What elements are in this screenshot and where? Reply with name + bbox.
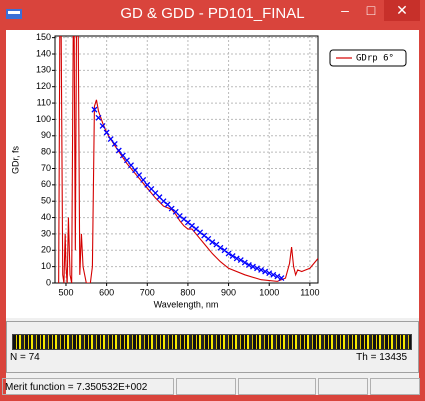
status-merit: Merit function = 7.350532E+002: [2, 378, 174, 395]
y-tick-label: 40: [41, 212, 51, 222]
layer-count: N = 74: [10, 352, 40, 363]
app-icon: [6, 9, 22, 19]
x-tick-label: 1000: [259, 287, 279, 297]
y-tick-label: 10: [41, 261, 51, 271]
target-point: [111, 141, 118, 147]
legend-box: [329, 49, 407, 67]
y-tick-label: 50: [41, 196, 51, 206]
target-point: [270, 271, 277, 278]
target-point: [128, 162, 134, 169]
target-point: [250, 263, 256, 270]
target-point: [140, 176, 147, 183]
y-tick-label: 110: [37, 97, 51, 107]
target-point: [103, 129, 110, 136]
x-tick-label: 600: [99, 287, 114, 297]
chart: GDr, fs Wavelength, nm 0 10 20 30 40 50 60 70 80…: [6, 30, 419, 318]
legend-label: GDrp 6°: [356, 54, 394, 64]
target-point: [233, 255, 240, 262]
data-line: [58, 36, 318, 283]
x-axis-label: Wavelength, nm: [154, 299, 219, 309]
target-point: [123, 157, 130, 164]
plot-area: [58, 36, 318, 283]
target-point: [266, 270, 273, 277]
target-point: [99, 123, 106, 129]
target-point: [262, 268, 269, 275]
target-point: [241, 259, 248, 266]
close-button[interactable]: ✕: [384, 0, 420, 21]
target-point: [136, 172, 143, 178]
target-point: [91, 106, 98, 113]
layer-strip: [12, 334, 412, 350]
y-tick-label: 90: [41, 130, 51, 140]
y-tick-label: 80: [41, 147, 51, 157]
status-cell: [370, 378, 420, 395]
x-tick-label: 500: [58, 287, 73, 297]
y-tick-label: 70: [41, 163, 51, 173]
target-point: [115, 147, 122, 154]
status-cell: [318, 378, 368, 395]
total-thickness: Th = 13435: [356, 352, 407, 363]
target-point: [107, 136, 114, 143]
target-point: [278, 275, 285, 282]
y-tick-label: 20: [41, 245, 51, 255]
target-point: [217, 244, 224, 251]
target-point: [132, 167, 139, 174]
target-point: [237, 257, 244, 264]
x-tick-label: 800: [180, 287, 195, 297]
maximize-button[interactable]: □: [366, 2, 376, 18]
y-tick-label: 130: [36, 65, 51, 75]
target-point: [254, 265, 260, 272]
target-point: [209, 239, 216, 246]
x-tick-label: 1100: [300, 287, 319, 297]
y-tick-label: 0: [46, 277, 51, 287]
y-tick-label: 60: [41, 179, 51, 189]
y-tick-label: 140: [36, 48, 51, 58]
y-tick-label: 150: [36, 32, 51, 42]
target-point: [119, 152, 126, 159]
minimize-button[interactable]: –: [341, 2, 349, 18]
title-bar: GD & GDD - PD101_FINAL: [0, 0, 425, 30]
target-point: [225, 250, 232, 257]
y-axis-label: GDr, fs: [10, 146, 20, 175]
y-tick-label: 100: [36, 114, 51, 124]
y-tick-label: 120: [36, 81, 51, 91]
target-point: [245, 262, 252, 268]
status-cell: [176, 378, 236, 395]
y-tick-label: 30: [41, 228, 51, 238]
target-point: [95, 114, 102, 121]
plot-frame: [54, 35, 319, 284]
status-cell: [238, 378, 316, 395]
x-tick-label: 700: [140, 287, 155, 297]
target-point: [229, 253, 236, 259]
x-tick-label: 900: [221, 287, 236, 297]
layer-panel: [6, 321, 419, 373]
target-point: [274, 273, 281, 280]
client-area: GDr, fs Wavelength, nm 0 10 20 30 40 50 60 70 80…: [2, 30, 420, 395]
target-point: [258, 266, 265, 273]
window-title: GD & GDD - PD101_FINAL: [120, 5, 305, 22]
